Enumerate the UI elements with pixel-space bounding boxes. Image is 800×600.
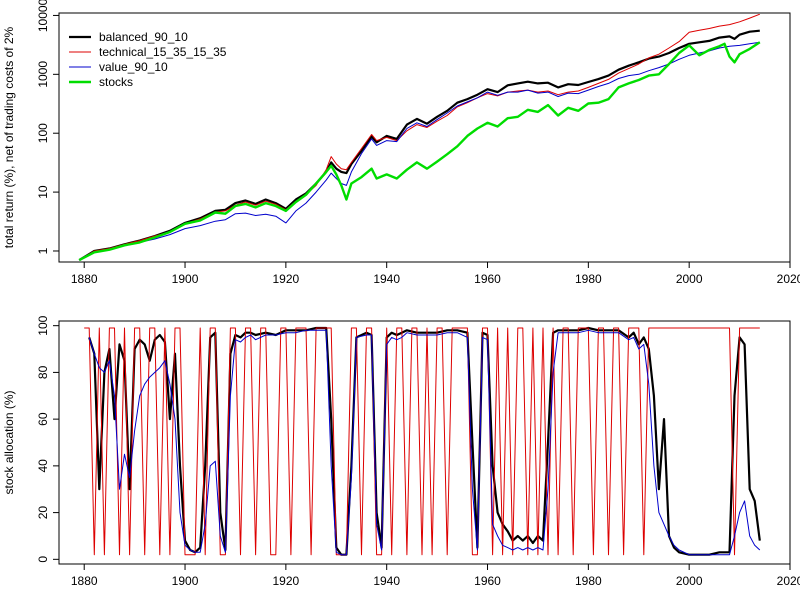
y-tick-label: 10 (36, 185, 50, 199)
legend: balanced_90_10technical_15_35_15_35value… (69, 30, 227, 89)
x-tick-label: 1960 (474, 272, 501, 286)
x-tick-label: 1980 (575, 272, 602, 286)
x-tick-label: 1940 (373, 574, 400, 588)
legend-entry: balanced_90_10 (99, 30, 188, 44)
series-line-technical-15-35-15-35 (84, 327, 760, 556)
x-tick-label: 2000 (676, 574, 703, 588)
legend-entry: stocks (99, 75, 133, 89)
series-line-balanced-90-10 (88, 326, 761, 556)
plot-frame (58, 320, 791, 565)
y-axis-label: stock allocation (%) (2, 390, 16, 494)
series-line-balanced-90-10 (78, 29, 760, 261)
series-line-stocks (78, 41, 761, 261)
x-tick-label: 1920 (273, 574, 300, 588)
y-tick-label: 1 (36, 247, 50, 254)
x-tick-label: 1920 (273, 272, 300, 286)
legend-entry: value_90_10 (99, 60, 168, 74)
y-tick-label: 40 (36, 459, 50, 473)
series-group (84, 326, 761, 556)
y-tick-label: 1000 (36, 61, 50, 88)
y-tick-label: 100 (36, 315, 50, 335)
y-tick-label: 100 (36, 123, 50, 143)
x-tick-label: 1940 (373, 272, 400, 286)
x-tick-label: 2000 (676, 272, 703, 286)
x-tick-label: 1980 (575, 574, 602, 588)
y-tick-label: 10000 (36, 0, 50, 32)
y-tick-label: 0 (36, 556, 50, 563)
series-line-value-90-10 (88, 329, 761, 556)
legend-entry: technical_15_35_15_35 (99, 45, 227, 59)
x-tick-label: 1880 (71, 574, 98, 588)
plot-frame (58, 12, 791, 263)
x-tick-label: 1880 (71, 272, 98, 286)
x-tick-label: 1900 (172, 574, 199, 588)
series-line-value-90-10 (78, 41, 760, 261)
y-axis-label: total return (%), net of trading costs o… (2, 26, 16, 248)
x-tick-label: 1960 (474, 574, 501, 588)
y-tick-label: 80 (36, 365, 50, 379)
y-tick-label: 20 (36, 506, 50, 520)
series-group (78, 14, 761, 261)
y-tick-label: 60 (36, 412, 50, 426)
x-tick-label: 1900 (172, 272, 199, 286)
